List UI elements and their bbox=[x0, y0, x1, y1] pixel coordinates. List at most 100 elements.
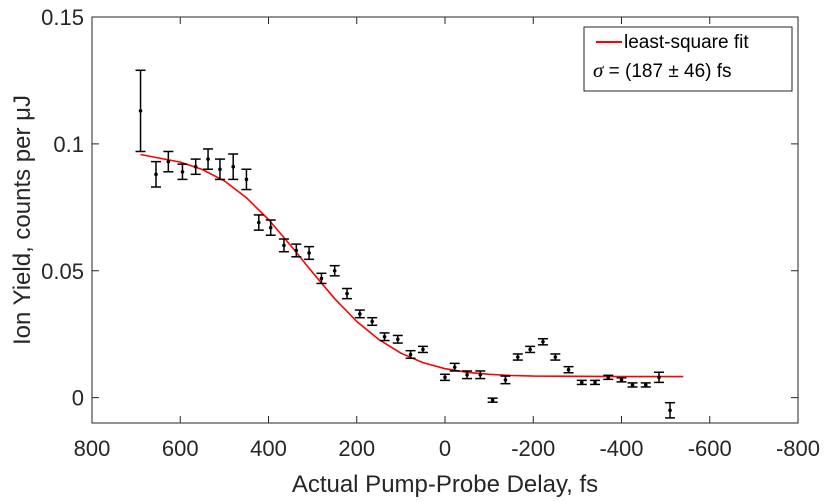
point-marker bbox=[180, 169, 185, 174]
point-marker bbox=[193, 164, 198, 169]
point-marker bbox=[256, 220, 261, 225]
point-marker bbox=[282, 243, 286, 248]
sigma-symbol: σ bbox=[593, 58, 605, 82]
data-point bbox=[214, 158, 225, 181]
data-point bbox=[537, 338, 548, 346]
legend: least-square fit σ = (187 ± 46) fs bbox=[583, 26, 793, 92]
x-tick-label: -400 bbox=[599, 436, 643, 461]
point-marker bbox=[593, 380, 597, 385]
x-axis-label: Actual Pump-Probe Delay, fs bbox=[292, 471, 598, 498]
data-point bbox=[590, 379, 601, 386]
point-marker bbox=[370, 319, 374, 324]
data-point bbox=[379, 332, 390, 342]
point-marker bbox=[294, 248, 299, 253]
legend-label-fit: least-square fit bbox=[624, 32, 749, 53]
data-point bbox=[304, 245, 315, 261]
point-marker bbox=[268, 225, 273, 230]
point-marker bbox=[408, 352, 413, 357]
y-tick-label: 0.1 bbox=[53, 132, 84, 157]
data-point bbox=[367, 316, 378, 327]
point-marker bbox=[528, 347, 532, 352]
data-point bbox=[163, 150, 174, 173]
data-point bbox=[150, 160, 161, 188]
data-point bbox=[135, 69, 146, 153]
point-marker bbox=[154, 172, 158, 177]
point-marker bbox=[553, 355, 558, 359]
point-marker bbox=[138, 109, 143, 113]
point-marker bbox=[231, 164, 235, 169]
data-point bbox=[440, 373, 450, 382]
point-marker bbox=[395, 337, 400, 342]
point-marker bbox=[452, 365, 457, 369]
point-marker bbox=[579, 380, 584, 385]
point-marker bbox=[478, 372, 483, 377]
point-marker bbox=[503, 378, 508, 382]
data-point bbox=[475, 370, 486, 380]
data-point bbox=[177, 163, 188, 181]
x-tick-label: -200 bbox=[511, 436, 555, 461]
point-marker bbox=[465, 372, 469, 377]
plot-frame bbox=[91, 16, 799, 424]
x-tick-label: 0 bbox=[439, 436, 451, 461]
point-marker bbox=[332, 268, 337, 273]
y-tick-label: 0 bbox=[72, 386, 84, 411]
data-point bbox=[525, 345, 536, 354]
fit-layer bbox=[140, 153, 684, 378]
x-tick-label: 200 bbox=[338, 436, 375, 461]
point-marker bbox=[657, 375, 661, 380]
point-marker bbox=[345, 291, 349, 296]
data-point bbox=[354, 309, 365, 319]
data-point bbox=[449, 362, 460, 372]
point-marker bbox=[358, 312, 362, 316]
legend-box bbox=[583, 26, 793, 92]
x-tick-label: -800 bbox=[776, 436, 820, 461]
point-marker bbox=[668, 408, 672, 413]
fit-curve bbox=[140, 153, 684, 378]
data-point bbox=[563, 365, 574, 374]
x-tick-label: 800 bbox=[74, 436, 111, 461]
data-point bbox=[203, 148, 214, 170]
data-point bbox=[329, 264, 340, 277]
data-point bbox=[291, 243, 302, 258]
point-marker bbox=[541, 340, 545, 344]
point-marker bbox=[218, 167, 222, 172]
data-point bbox=[253, 214, 264, 231]
axis-tick-labels: 800 600 400 200 0 -200 -400 -600 -800 0 0.05 0.1 0.1… bbox=[41, 5, 820, 461]
data-point bbox=[603, 374, 614, 381]
point-marker bbox=[630, 383, 635, 387]
point-marker bbox=[244, 177, 249, 182]
data-point bbox=[190, 158, 201, 176]
data-point bbox=[576, 379, 587, 386]
point-marker bbox=[166, 159, 171, 164]
point-marker bbox=[443, 375, 447, 380]
data-point bbox=[316, 272, 327, 285]
x-tick-label: 600 bbox=[162, 436, 199, 461]
data-point bbox=[392, 334, 403, 344]
point-marker bbox=[516, 355, 520, 359]
data-point bbox=[487, 397, 498, 403]
data-point bbox=[417, 345, 428, 354]
point-marker bbox=[566, 367, 571, 372]
data-point bbox=[405, 349, 416, 360]
data-points bbox=[135, 69, 676, 419]
sigma-value: = (187 ± 46) fs bbox=[603, 61, 731, 82]
data-point bbox=[627, 382, 638, 388]
point-marker bbox=[643, 383, 648, 387]
legend-annotation: σ = (187 ± 46) fs bbox=[593, 58, 732, 82]
data-point bbox=[228, 153, 239, 181]
y-tick-label: 0.15 bbox=[41, 5, 84, 30]
point-marker bbox=[206, 157, 210, 161]
data-point bbox=[616, 377, 627, 383]
x-tick-label: -600 bbox=[688, 436, 732, 461]
data-point bbox=[342, 287, 353, 300]
y-tick-label: 0.05 bbox=[41, 259, 84, 284]
data-point bbox=[500, 375, 511, 385]
x-tick-label: 400 bbox=[250, 436, 287, 461]
data-point bbox=[550, 353, 561, 361]
point-marker bbox=[606, 375, 611, 380]
data-point bbox=[462, 370, 473, 380]
data-point bbox=[241, 168, 252, 191]
point-marker bbox=[319, 276, 324, 281]
data-point bbox=[265, 219, 276, 236]
point-marker bbox=[382, 334, 387, 339]
